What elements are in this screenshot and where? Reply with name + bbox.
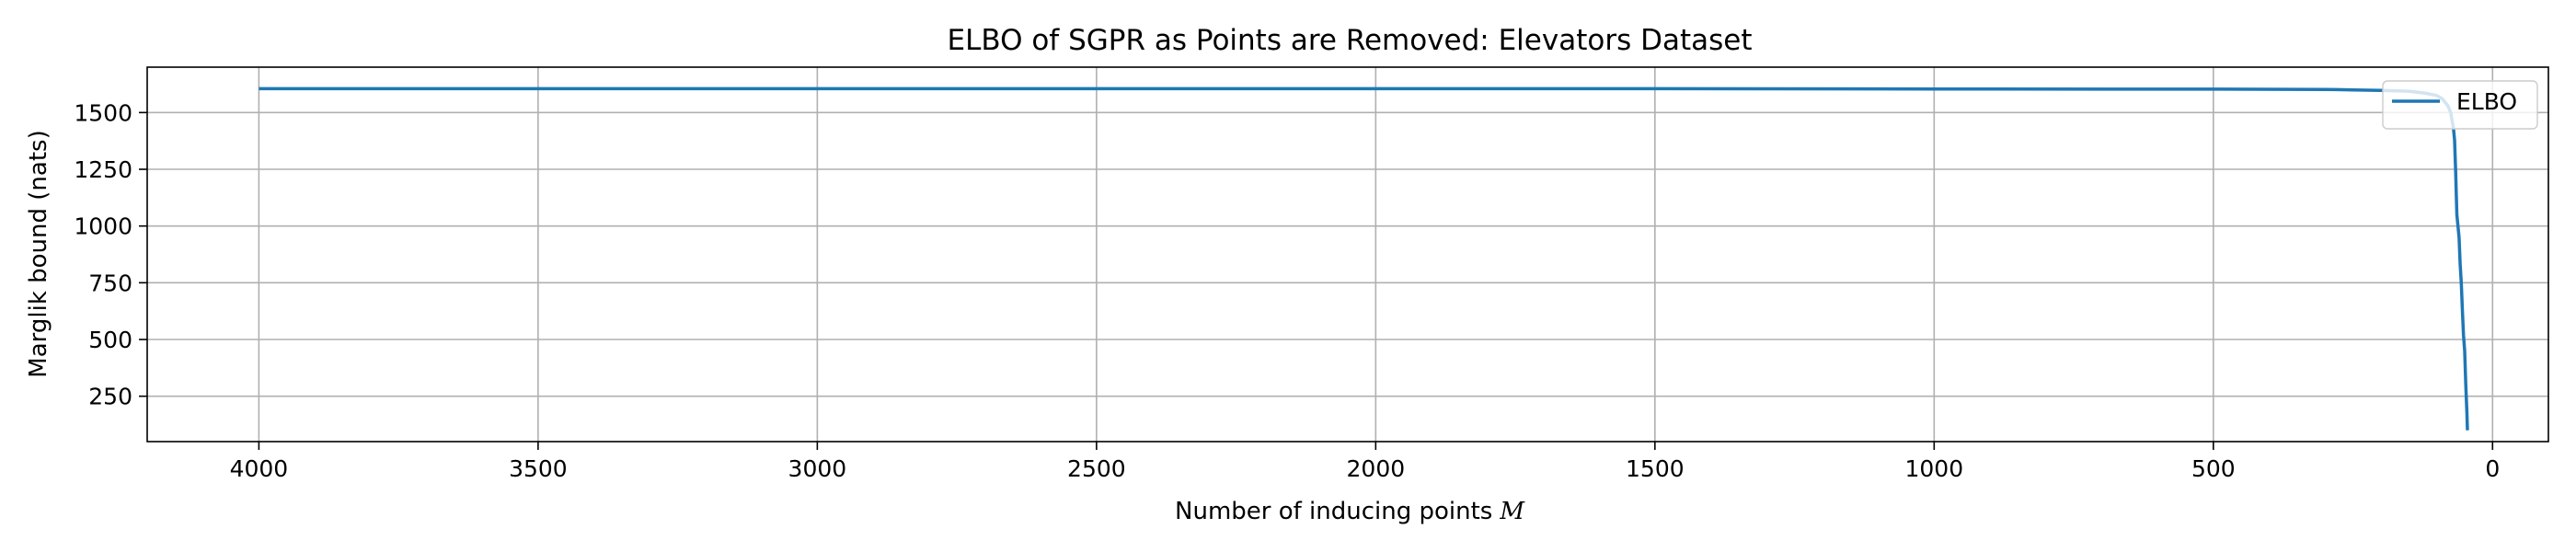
y-axis-label: Marglik bound (nats) [25, 130, 52, 377]
y-axis: 250 500 750 1000 1250 1500 [74, 99, 147, 410]
x-tick-label: 1000 [1905, 455, 1964, 482]
y-tick-label: 1000 [74, 213, 132, 240]
x-tick-label: 4000 [230, 455, 289, 482]
x-tick-label: 1500 [1626, 455, 1685, 482]
plot-area-frame [146, 66, 2549, 443]
y-tick-label: 750 [88, 270, 132, 296]
grid-lines [147, 67, 2548, 442]
series-group [259, 86, 2469, 431]
x-tick-label: 3500 [509, 455, 568, 482]
x-tick-label: 3000 [788, 455, 847, 482]
y-tick-label: 1500 [74, 99, 132, 126]
y-tick-label: 250 [88, 384, 132, 410]
series-line-elbo [259, 86, 2469, 431]
chart-title: ELBO of SGPR as Points are Removed: Elev… [948, 24, 1753, 57]
x-axis-label: Number of inducing points M [1175, 498, 1525, 525]
y-tick-label: 1250 [74, 156, 132, 183]
x-axis: 4000 3500 3000 2500 2000 1500 1000 500 0 [230, 442, 2500, 482]
legend-box [2382, 80, 2538, 130]
x-tick-label: 500 [2191, 455, 2236, 482]
x-tick-label: 2000 [1347, 455, 1406, 482]
x-axis-label-math: M [1499, 498, 1525, 525]
x-tick-label: 0 [2485, 455, 2500, 482]
legend: ELBO [2382, 80, 2538, 130]
legend-label-elbo: ELBO [2456, 88, 2517, 115]
x-axis-label-text: Number of inducing points [1175, 498, 1492, 525]
x-tick-label: 2500 [1067, 455, 1126, 482]
y-tick-label: 500 [88, 327, 132, 353]
